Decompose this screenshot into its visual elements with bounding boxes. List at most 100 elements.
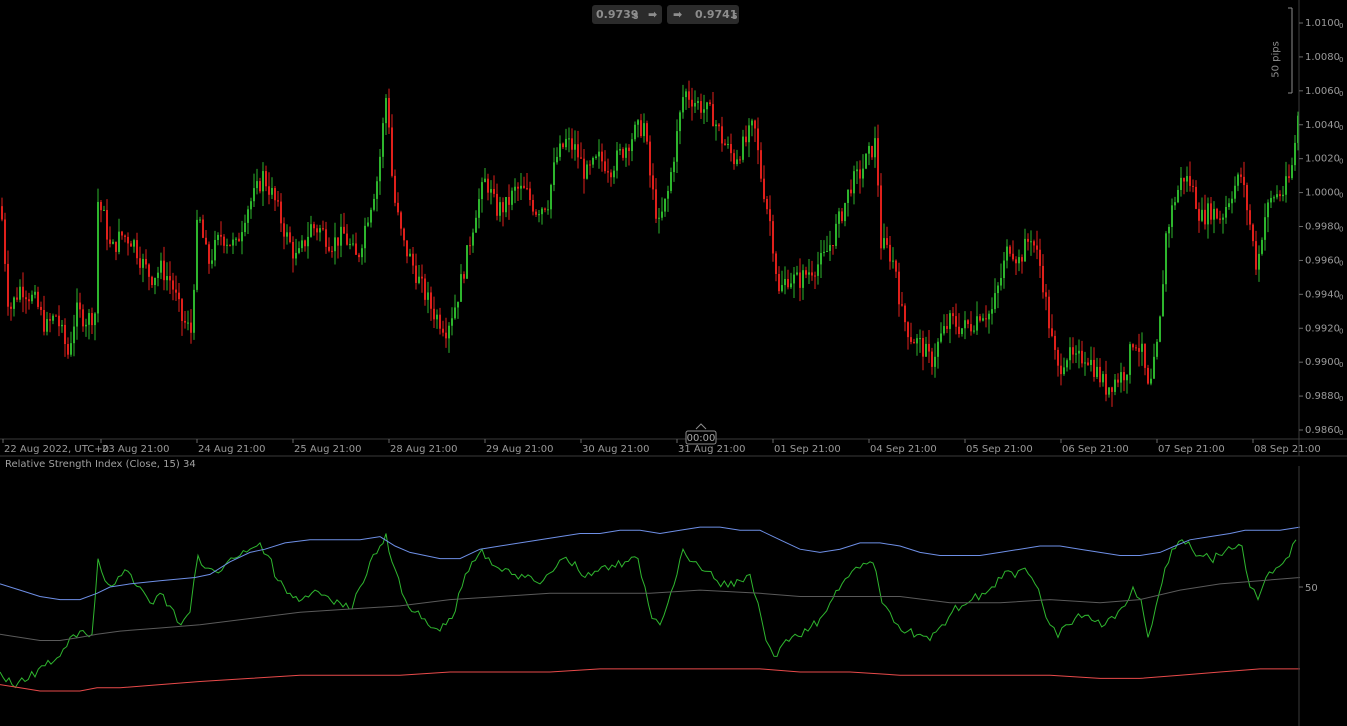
candle-body (181, 299, 183, 321)
candle-body (1117, 379, 1119, 383)
candle-body (982, 318, 984, 321)
candle-body (1294, 142, 1296, 166)
candle-body (1264, 217, 1266, 240)
candle-body (781, 285, 783, 292)
candle-body (1240, 174, 1242, 177)
candle-body (922, 338, 924, 357)
candle-body (685, 91, 687, 98)
candle-body (517, 186, 519, 189)
candle-body (97, 201, 99, 314)
candle-body (1261, 239, 1263, 254)
candle-body (997, 285, 999, 294)
price-axis-tick-suffix: 0 (1339, 22, 1343, 30)
price-axis-tick-label: 0.9860 (1305, 425, 1340, 436)
candle-body (211, 260, 213, 264)
price-axis[interactable]: 1.0100 01.0080 01.0060 01.0040 01.0020 01.000… (1299, 18, 1343, 437)
time-axis-tick-label: 25 Aug 21:00 (294, 444, 361, 455)
price-axis-tick-suffix: 0 (1339, 56, 1343, 64)
candle-body (253, 188, 255, 202)
candle-body (754, 120, 756, 129)
candle-body (265, 171, 267, 187)
candle-body (739, 159, 741, 161)
candle-body (103, 209, 105, 211)
candle-body (976, 316, 978, 331)
candle-body (349, 244, 351, 246)
candle-body (721, 126, 723, 144)
candle-body (1186, 176, 1188, 182)
candle-body (952, 313, 954, 317)
price-axis-tick-label: 1.0020 (1305, 154, 1340, 165)
candle-body (1255, 241, 1257, 270)
candle-body (1246, 185, 1248, 211)
candle-body (574, 144, 576, 150)
candle-body (694, 102, 696, 107)
sell-price-button[interactable]: 0.9739 5 ➡ (592, 5, 662, 24)
candle-body (370, 209, 372, 223)
candle-body (1297, 115, 1299, 143)
candle-body (1171, 205, 1173, 227)
candle-body (133, 240, 135, 247)
candle-body (1270, 197, 1272, 203)
candle-body (469, 245, 471, 247)
time-axis-tick-label: 24 Aug 21:00 (198, 444, 265, 455)
candle-body (712, 104, 714, 127)
candle-body (796, 272, 798, 275)
candle-body (1228, 203, 1230, 208)
candle-body (790, 283, 792, 288)
candle-body (412, 253, 414, 266)
candle-body (793, 274, 795, 284)
candle-body (1129, 344, 1131, 375)
candle-body (655, 189, 657, 219)
candle-body (193, 289, 195, 333)
candle-body (529, 188, 531, 200)
candle-body (892, 260, 894, 262)
candle-body (1282, 194, 1284, 197)
candle-body (427, 292, 429, 300)
candle-body (592, 157, 594, 165)
candle-body (1012, 253, 1014, 260)
candle-body (1090, 359, 1092, 365)
price-axis-tick-label: 0.9880 (1305, 391, 1340, 402)
candle-body (889, 244, 891, 262)
candle-body (577, 144, 579, 158)
candle-body (691, 99, 693, 107)
candle-body (88, 313, 90, 325)
candle-body (814, 275, 816, 277)
candle-body (1216, 208, 1218, 219)
rsi-line (0, 533, 1297, 689)
candle-body (1234, 185, 1236, 199)
candle-body (1, 206, 3, 220)
candle-body (319, 228, 321, 233)
time-axis-tick-label: 22 Aug 2022, UTC+0 (4, 444, 109, 455)
candle-body (805, 270, 807, 275)
rsi-axis[interactable]: 50 (1299, 583, 1318, 594)
candle-body (967, 320, 969, 325)
candle-body (73, 326, 75, 344)
candle-body (520, 185, 522, 189)
candle-body (61, 324, 63, 327)
candle-body (844, 202, 846, 222)
candle-body (766, 199, 768, 210)
candle-body (1144, 343, 1146, 368)
price-axis-tick-label: 0.9900 (1305, 357, 1340, 368)
buy-price-suffix: 5 (732, 12, 738, 21)
price-axis-tick-label: 1.0040 (1305, 120, 1340, 131)
candle-body (1141, 343, 1143, 352)
candle-body (622, 149, 624, 158)
buy-price-button[interactable]: ➡ 0.9741 5 (667, 5, 739, 24)
candle-body (1138, 348, 1140, 352)
candle-body (961, 328, 963, 335)
candle-body (1243, 176, 1245, 186)
candle-body (1111, 387, 1113, 392)
candle-body (55, 315, 57, 317)
candle-body (1252, 224, 1254, 242)
candle-body (439, 314, 441, 329)
candle-body (661, 211, 663, 218)
rsi-upper-band (0, 526, 1301, 601)
crosshair-time-tag: 00:00 (685, 423, 717, 445)
candle-body (643, 123, 645, 137)
candle-body (19, 286, 21, 300)
time-axis[interactable]: 22 Aug 2022, UTC+023 Aug 21:00 24 Aug 21:… (2, 439, 1321, 455)
price-candles (1, 80, 1299, 407)
